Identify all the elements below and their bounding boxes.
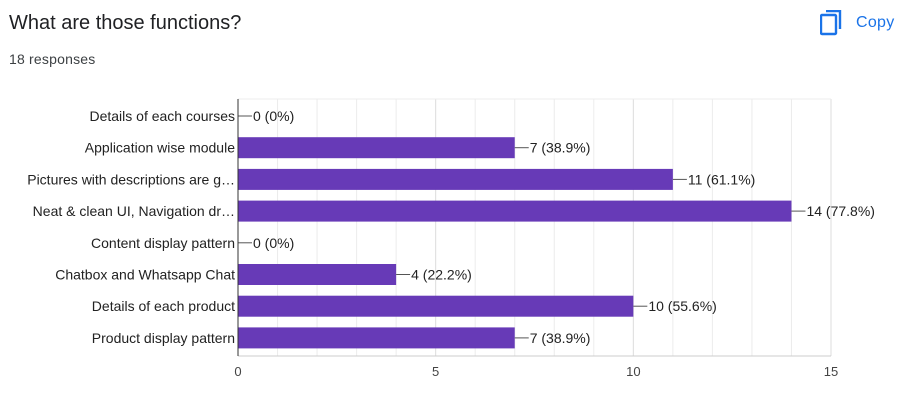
data-label: 0 (0%) xyxy=(253,108,294,124)
data-label: 0 (0%) xyxy=(253,235,294,251)
data-label: 14 (77.8%) xyxy=(806,203,874,219)
category-label: Neat & clean UI, Navigation dr… xyxy=(33,203,235,219)
copy-label: Copy xyxy=(856,14,895,31)
bar xyxy=(238,137,515,159)
category-label: Product display pattern xyxy=(92,330,235,346)
category-label: Details of each courses xyxy=(89,108,235,124)
copy-icon xyxy=(820,10,842,36)
data-label: 7 (38.9%) xyxy=(530,140,591,156)
bar xyxy=(238,295,634,317)
category-label: Pictures with descriptions are g… xyxy=(27,171,235,187)
bar xyxy=(238,264,397,285)
data-label: 11 (61.1%) xyxy=(688,171,755,187)
bar xyxy=(238,200,792,222)
copy-button[interactable]: Copy xyxy=(820,8,895,38)
category-label: Application wise module xyxy=(85,140,235,156)
x-tick-label: 15 xyxy=(824,364,838,379)
category-label: Details of each product xyxy=(92,298,235,314)
bar xyxy=(238,327,515,349)
bar xyxy=(238,168,673,190)
response-count: 18 responses xyxy=(9,51,96,67)
x-tick-label: 0 xyxy=(234,364,241,379)
data-label: 10 (55.6%) xyxy=(648,298,716,314)
data-label: 7 (38.9%) xyxy=(530,330,591,346)
data-label: 4 (22.2%) xyxy=(411,267,472,283)
question-title: What are those functions? xyxy=(9,12,242,34)
category-label: Chatbox and Whatsapp Chat xyxy=(55,267,235,283)
x-tick-label: 5 xyxy=(432,364,439,379)
category-label: Content display pattern xyxy=(91,235,235,251)
x-tick-label: 10 xyxy=(626,364,640,379)
